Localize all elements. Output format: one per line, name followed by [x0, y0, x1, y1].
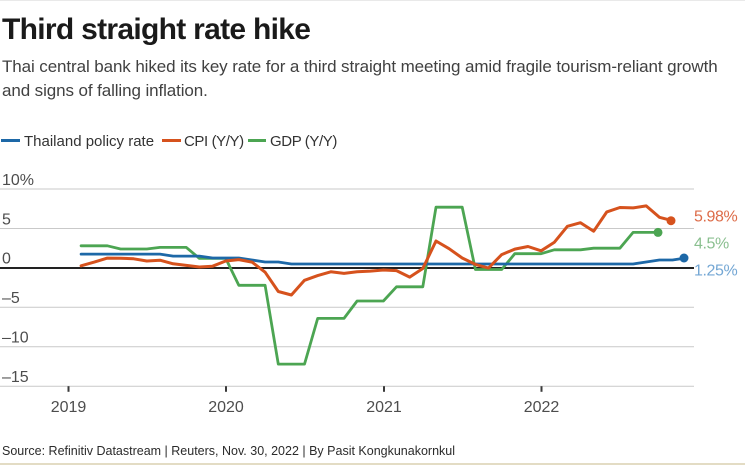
svg-text:–5: –5 — [2, 290, 20, 307]
svg-text:2022: 2022 — [524, 399, 560, 416]
svg-text:1.25%: 1.25% — [694, 263, 738, 280]
svg-text:10%: 10% — [2, 172, 34, 189]
svg-text:5.98%: 5.98% — [694, 209, 738, 226]
svg-text:–15: –15 — [2, 369, 29, 386]
svg-text:2021: 2021 — [366, 399, 402, 416]
svg-text:2019: 2019 — [51, 399, 87, 416]
svg-text:2020: 2020 — [208, 399, 244, 416]
svg-text:0: 0 — [2, 251, 11, 268]
svg-text:5: 5 — [2, 211, 11, 228]
svg-text:–10: –10 — [2, 330, 29, 347]
svg-text:4.5%: 4.5% — [694, 236, 729, 253]
